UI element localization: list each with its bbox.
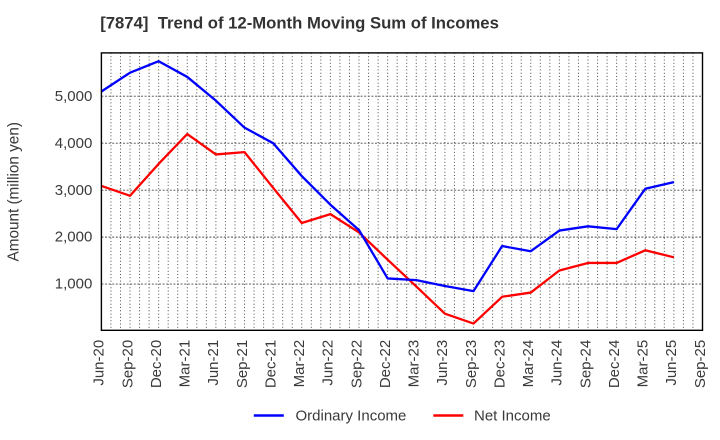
- svg-text:Jun-20: Jun-20: [91, 340, 108, 386]
- svg-text:Sep-25: Sep-25: [692, 340, 709, 388]
- svg-text:Sep-21: Sep-21: [234, 340, 251, 388]
- svg-text:5,000: 5,000: [55, 88, 93, 105]
- svg-text:Sep-20: Sep-20: [119, 340, 136, 388]
- svg-text:2,000: 2,000: [55, 229, 93, 246]
- svg-text:Jun-25: Jun-25: [663, 340, 680, 386]
- svg-text:Jun-23: Jun-23: [434, 340, 451, 386]
- svg-text:Jun-24: Jun-24: [549, 340, 566, 386]
- svg-text:4,000: 4,000: [55, 135, 93, 152]
- svg-text:Dec-22: Dec-22: [377, 340, 394, 388]
- svg-text:Mar-25: Mar-25: [635, 340, 652, 388]
- svg-text:Mar-22: Mar-22: [291, 340, 308, 388]
- svg-text:Dec-21: Dec-21: [262, 340, 279, 388]
- svg-text:Dec-20: Dec-20: [148, 340, 165, 388]
- svg-text:Sep-23: Sep-23: [463, 340, 480, 388]
- svg-text:[7874] Trend of 12-Month Movi: [7874] Trend of 12-Month Moving Sum of I…: [100, 14, 499, 33]
- svg-text:3,000: 3,000: [55, 182, 93, 199]
- svg-text:Jun-22: Jun-22: [320, 340, 337, 386]
- svg-text:Net Income: Net Income: [474, 407, 551, 424]
- svg-text:Sep-22: Sep-22: [348, 340, 365, 388]
- svg-text:Mar-23: Mar-23: [406, 340, 423, 388]
- svg-text:Jun-21: Jun-21: [205, 340, 222, 386]
- svg-text:Dec-23: Dec-23: [491, 340, 508, 388]
- svg-text:Mar-24: Mar-24: [520, 340, 537, 388]
- svg-text:Amount (million yen): Amount (million yen): [6, 122, 23, 261]
- svg-text:Mar-21: Mar-21: [177, 340, 194, 388]
- svg-text:1,000: 1,000: [55, 276, 93, 293]
- svg-text:Ordinary Income: Ordinary Income: [296, 407, 407, 424]
- svg-text:Dec-24: Dec-24: [606, 340, 623, 388]
- svg-text:Sep-24: Sep-24: [577, 340, 594, 388]
